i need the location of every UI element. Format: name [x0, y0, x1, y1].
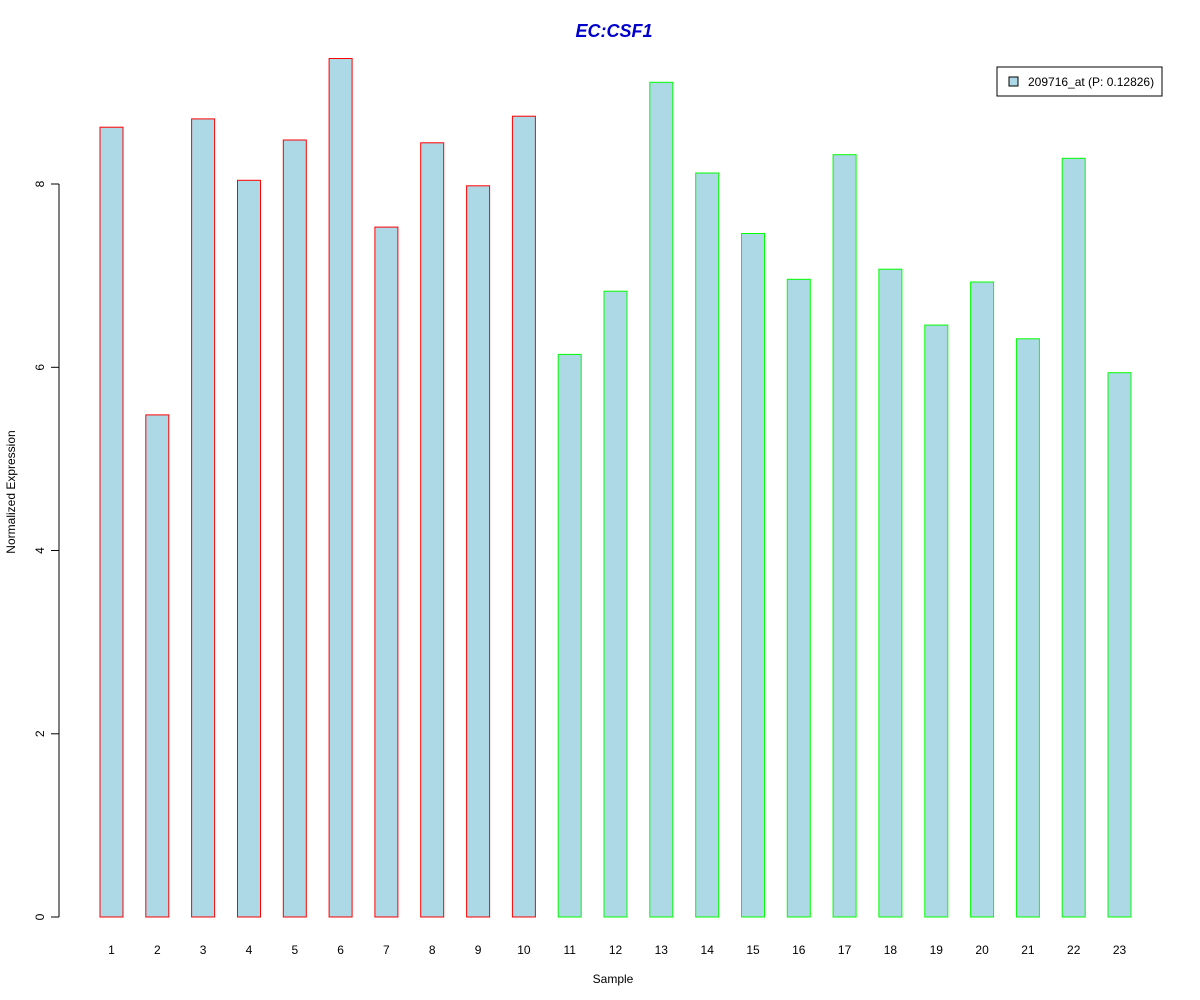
x-tick-label-9: 9: [475, 943, 482, 957]
x-tick-label-13: 13: [655, 943, 669, 957]
bar-sample-9: [466, 185, 491, 918]
bar-sample-15: [741, 233, 765, 918]
x-tick-label-22: 22: [1067, 943, 1081, 957]
bar-sample-23: [1107, 372, 1132, 918]
bar-sample-12: [603, 290, 628, 918]
x-tick-label-2: 2: [154, 943, 161, 957]
x-tick-label-15: 15: [746, 943, 760, 957]
x-tick-label-21: 21: [1021, 943, 1035, 957]
x-tick-label-23: 23: [1113, 943, 1127, 957]
x-tick-label-16: 16: [792, 943, 806, 957]
bar-sample-5: [282, 139, 307, 918]
bar-sample-17: [832, 154, 857, 918]
bar-sample-11: [557, 353, 582, 918]
x-tick-label-10: 10: [517, 943, 531, 957]
bar-sample-14: [695, 172, 720, 918]
bar-sample-6: [328, 58, 353, 918]
x-tick-label-1: 1: [108, 943, 115, 957]
bar-sample-21: [1015, 338, 1040, 918]
y-tick-label-6: 6: [33, 364, 47, 371]
legend-box: [996, 66, 1163, 97]
bar-sample-22: [1061, 157, 1086, 918]
x-tick-label-14: 14: [701, 943, 715, 957]
y-tick-label-2: 2: [33, 730, 47, 737]
x-tick-label-5: 5: [291, 943, 298, 957]
x-tick-label-8: 8: [429, 943, 436, 957]
bar-sample-7: [374, 226, 399, 918]
x-tick-label-4: 4: [246, 943, 253, 957]
bar-sample-4: [237, 179, 261, 918]
x-tick-label-7: 7: [383, 943, 390, 957]
bar-sample-20: [970, 281, 995, 918]
x-tick-label-17: 17: [838, 943, 852, 957]
bar-sample-1: [99, 126, 124, 918]
legend: 209716_at (P: 0.12826): [996, 66, 1163, 97]
y-tick-label-4: 4: [33, 547, 47, 554]
bar-sample-10: [511, 115, 536, 918]
y-ticks: 0 2 4 6 8: [33, 180, 59, 920]
bar-sample-2: [145, 414, 170, 918]
chart-title: EC:CSF1: [575, 21, 652, 41]
x-tick-label-11: 11: [563, 943, 576, 957]
bar-sample-3: [191, 118, 216, 918]
y-tick-label-0: 0: [33, 913, 47, 920]
bar-sample-13: [649, 81, 674, 918]
x-tick-label-3: 3: [200, 943, 207, 957]
x-tick-label-19: 19: [930, 943, 944, 957]
bar-sample-18: [878, 268, 903, 918]
x-axis-label: Sample: [593, 972, 634, 986]
bar-sample-19: [924, 324, 949, 918]
y-axis-label: Normalized Expression: [4, 430, 18, 553]
x-tick-labels: 1 2 3 4 5 6 7 8 9 10 11 12 13 14 15 16 17 18 19 20 21 22 23: [108, 943, 1126, 957]
legend-label: 209716_at (P: 0.12826): [1028, 75, 1154, 89]
bar-sample-8: [420, 142, 445, 918]
x-tick-label-18: 18: [884, 943, 898, 957]
bar-sample-16: [786, 278, 811, 918]
legend-swatch: [1008, 76, 1019, 87]
bars-group: [99, 58, 1132, 918]
y-tick-label-8: 8: [33, 180, 47, 187]
x-tick-label-20: 20: [975, 943, 989, 957]
x-tick-label-12: 12: [609, 943, 623, 957]
x-tick-label-6: 6: [337, 943, 344, 957]
